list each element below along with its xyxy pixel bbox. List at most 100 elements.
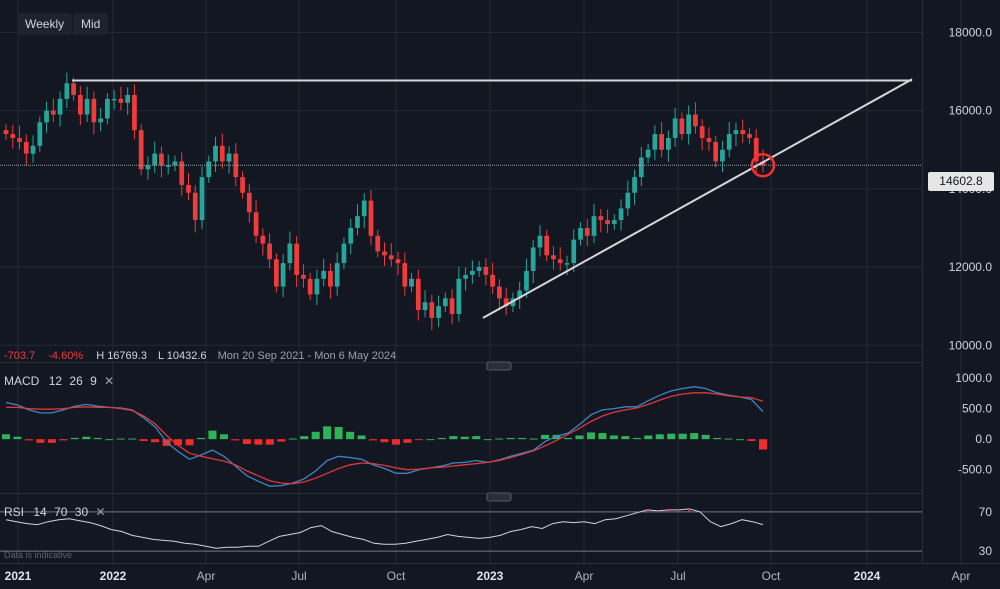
candle-down[interactable] xyxy=(503,298,509,307)
candle-down[interactable] xyxy=(584,227,590,236)
candle-down[interactable] xyxy=(747,134,752,138)
candle-up[interactable] xyxy=(463,274,468,279)
candle-up[interactable] xyxy=(672,118,678,138)
candle-down[interactable] xyxy=(551,255,556,260)
candle-up[interactable] xyxy=(125,94,131,103)
candle-up[interactable] xyxy=(530,247,536,271)
candle-up[interactable] xyxy=(57,98,63,115)
candle-down[interactable] xyxy=(246,192,252,213)
candle-up[interactable] xyxy=(84,98,90,115)
candle-up[interactable] xyxy=(537,235,543,248)
candle-down[interactable] xyxy=(753,137,759,162)
candle-up[interactable] xyxy=(625,192,631,209)
candle-up[interactable] xyxy=(37,122,43,146)
candle-down[interactable] xyxy=(233,153,239,178)
candle-down[interactable] xyxy=(368,200,374,236)
candle-down[interactable] xyxy=(138,130,144,170)
candle-up[interactable] xyxy=(111,98,117,101)
candle-down[interactable] xyxy=(23,141,29,154)
candle-down[interactable] xyxy=(490,274,496,287)
candle-up[interactable] xyxy=(199,177,205,221)
candle-up[interactable] xyxy=(172,161,178,166)
candle-down[interactable] xyxy=(449,298,455,314)
candle-down[interactable] xyxy=(388,255,394,260)
candle-up[interactable] xyxy=(165,165,171,167)
panel-resize-handle[interactable] xyxy=(486,492,512,502)
macd-legend[interactable]: MACD 12 26 9 ✕ xyxy=(4,374,114,388)
support-trendline[interactable] xyxy=(482,78,913,319)
candle-down[interactable] xyxy=(659,134,664,150)
candle-up[interactable] xyxy=(206,161,212,178)
candle-up[interactable] xyxy=(226,153,232,162)
candle-down[interactable] xyxy=(415,278,421,311)
candle-up[interactable] xyxy=(476,267,482,271)
candle-down[interactable] xyxy=(71,83,76,95)
candle-up[interactable] xyxy=(341,243,347,264)
candle-down[interactable] xyxy=(260,235,266,244)
candle-up[interactable] xyxy=(591,216,597,236)
candle-up[interactable] xyxy=(436,306,441,318)
candle-down[interactable] xyxy=(10,134,16,138)
candle-up[interactable] xyxy=(280,263,286,287)
candle-up[interactable] xyxy=(64,83,70,99)
candle-up[interactable] xyxy=(578,227,583,240)
candle-down[interactable] xyxy=(557,259,563,264)
candle-up[interactable] xyxy=(30,145,36,154)
candle-down[interactable] xyxy=(186,184,191,193)
candle-down[interactable] xyxy=(3,130,9,135)
candle-down[interactable] xyxy=(294,243,299,275)
candle-down[interactable] xyxy=(328,270,333,287)
candle-up[interactable] xyxy=(213,145,218,162)
candle-up[interactable] xyxy=(733,130,739,135)
candle-up[interactable] xyxy=(287,243,293,264)
candle-down[interactable] xyxy=(402,263,408,287)
close-icon[interactable]: ✕ xyxy=(95,505,106,519)
candle-down[interactable] xyxy=(375,235,381,252)
candle-down[interactable] xyxy=(598,216,604,221)
candle-up[interactable] xyxy=(152,153,158,166)
candle-up[interactable] xyxy=(314,278,320,295)
candle-down[interactable] xyxy=(382,251,387,256)
candle-up[interactable] xyxy=(442,298,448,307)
candle-down[interactable] xyxy=(429,302,435,318)
candle-down[interactable] xyxy=(693,114,698,127)
candle-down[interactable] xyxy=(740,130,746,135)
candle-up[interactable] xyxy=(422,302,428,311)
candle-down[interactable] xyxy=(17,137,22,142)
candle-down[interactable] xyxy=(159,153,164,166)
candle-down[interactable] xyxy=(267,243,272,260)
candle-down[interactable] xyxy=(91,98,97,123)
candle-down[interactable] xyxy=(544,235,550,256)
candle-down[interactable] xyxy=(219,145,225,162)
candle-down[interactable] xyxy=(50,110,56,115)
candle-up[interactable] xyxy=(666,137,671,150)
candle-up[interactable] xyxy=(686,114,692,135)
panel-resize-handle[interactable] xyxy=(486,361,512,371)
candle-down[interactable] xyxy=(706,137,712,142)
candle-up[interactable] xyxy=(571,239,577,264)
candle-down[interactable] xyxy=(192,192,198,221)
candle-down[interactable] xyxy=(132,94,137,131)
candle-down[interactable] xyxy=(679,118,685,135)
candle-up[interactable] xyxy=(645,149,651,158)
candle-up[interactable] xyxy=(409,278,414,287)
candle-down[interactable] xyxy=(760,161,766,166)
candle-up[interactable] xyxy=(98,118,103,123)
candle-down[interactable] xyxy=(395,259,401,264)
candle-down[interactable] xyxy=(301,274,306,279)
candle-down[interactable] xyxy=(179,161,185,185)
candle-up[interactable] xyxy=(564,263,570,265)
candle-down[interactable] xyxy=(118,98,124,103)
candle-up[interactable] xyxy=(105,98,110,119)
candle-up[interactable] xyxy=(348,227,354,244)
candle-up[interactable] xyxy=(652,134,658,150)
candle-down[interactable] xyxy=(77,94,83,115)
candle-up[interactable] xyxy=(638,157,644,178)
mid-button[interactable]: Mid xyxy=(73,13,109,35)
candle-up[interactable] xyxy=(470,270,475,275)
candle-down[interactable] xyxy=(273,259,279,287)
candle-up[interactable] xyxy=(517,290,523,299)
candle-down[interactable] xyxy=(713,141,719,162)
candle-up[interactable] xyxy=(720,149,725,162)
candle-up[interactable] xyxy=(145,165,151,170)
